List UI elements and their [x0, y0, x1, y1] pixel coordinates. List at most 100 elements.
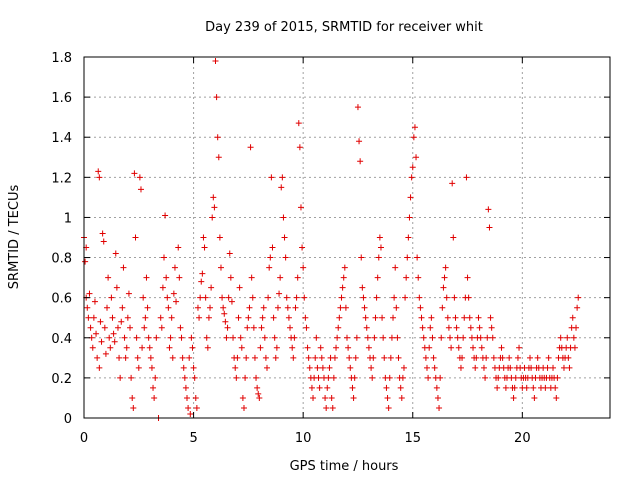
data-point [433, 384, 440, 391]
data-point [128, 374, 135, 381]
data-point [262, 354, 269, 361]
data-point [180, 364, 187, 371]
data-point [459, 354, 466, 361]
data-point [455, 344, 462, 351]
data-point [271, 334, 278, 341]
data-point [380, 334, 387, 341]
data-point [294, 274, 301, 281]
data-point [430, 354, 437, 361]
data-point [344, 334, 350, 341]
data-point [122, 354, 129, 361]
data-point [285, 314, 292, 321]
data-point [203, 334, 210, 341]
data-point [198, 278, 205, 285]
data-point [363, 324, 370, 331]
data-point [100, 238, 107, 245]
data-point [205, 314, 212, 321]
data-point [136, 174, 143, 181]
data-point [544, 364, 551, 371]
data-point [163, 274, 170, 281]
data-point [293, 294, 300, 301]
data-point [489, 334, 496, 341]
data-point [246, 304, 253, 311]
data-point [264, 364, 271, 371]
data-point [150, 384, 157, 391]
data-point [436, 404, 443, 411]
y-tick-label: 1.8 [51, 51, 72, 66]
data-point [528, 364, 535, 371]
data-point [248, 274, 255, 281]
data-point [337, 304, 344, 311]
data-point [119, 304, 126, 311]
data-point [159, 284, 166, 291]
data-point [310, 394, 317, 401]
data-point [227, 274, 234, 281]
data-point [336, 314, 343, 321]
data-point [270, 314, 277, 321]
data-point [217, 264, 224, 271]
data-point [472, 364, 479, 371]
data-point [394, 334, 401, 341]
data-point [299, 244, 306, 251]
data-point [486, 224, 493, 231]
data-point [333, 344, 340, 351]
data-point [323, 404, 330, 411]
data-point [124, 314, 131, 321]
data-point [295, 120, 302, 127]
data-point [409, 164, 416, 171]
data-point [151, 394, 158, 401]
data-point [475, 314, 482, 321]
data-point [300, 264, 307, 271]
data-point [277, 274, 284, 281]
data-point [213, 94, 220, 101]
data-point [86, 290, 93, 297]
data-point [346, 354, 353, 361]
data-point [284, 304, 291, 311]
data-point [335, 324, 342, 331]
data-point [444, 314, 451, 321]
data-point [531, 394, 538, 401]
grid [84, 57, 610, 418]
data-point [188, 334, 195, 341]
data-point [478, 344, 485, 351]
data-point [510, 394, 517, 401]
data-point [317, 344, 324, 351]
data-point [210, 194, 217, 201]
data-point [390, 314, 397, 321]
data-point [184, 394, 191, 401]
data-point [102, 350, 109, 357]
data-point [318, 354, 325, 361]
data-point [165, 304, 172, 311]
data-point [147, 354, 154, 361]
data-point [495, 374, 502, 381]
data-point [175, 244, 182, 251]
data-point [216, 234, 223, 241]
data-point [182, 384, 189, 391]
data-point [185, 404, 192, 411]
y-tick-label: 0.6 [51, 292, 72, 307]
data-point [375, 254, 382, 261]
data-point [417, 304, 424, 311]
data-point [451, 294, 458, 301]
data-point [84, 304, 91, 311]
data-point [95, 168, 102, 175]
data-point [199, 270, 206, 277]
data-point [306, 364, 313, 371]
data-point [416, 294, 423, 301]
data-point [118, 318, 125, 325]
data-point [360, 294, 367, 301]
data-point [96, 364, 103, 371]
data-point [349, 384, 356, 391]
data-point [130, 404, 137, 411]
data-point [482, 374, 489, 381]
data-point [419, 324, 426, 331]
data-point [358, 254, 365, 261]
data-point [282, 254, 289, 261]
data-point [399, 374, 406, 381]
data-point [422, 354, 429, 361]
data-point [276, 290, 283, 297]
data-point [186, 354, 193, 361]
data-point [334, 334, 341, 341]
data-point [438, 334, 445, 341]
data-point [123, 344, 130, 351]
